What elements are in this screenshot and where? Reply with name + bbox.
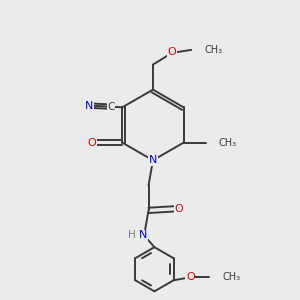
Text: N: N	[149, 155, 157, 165]
Text: O: O	[168, 47, 176, 57]
Text: O: O	[186, 272, 195, 282]
Text: CH₃: CH₃	[205, 45, 223, 55]
Text: C: C	[107, 102, 115, 112]
Text: O: O	[88, 138, 96, 148]
Text: CH₃: CH₃	[222, 272, 240, 282]
Text: H: H	[128, 230, 136, 240]
Text: N: N	[139, 230, 148, 240]
Text: CH₃: CH₃	[219, 138, 237, 148]
Text: N: N	[85, 101, 93, 111]
Text: O: O	[175, 204, 183, 214]
